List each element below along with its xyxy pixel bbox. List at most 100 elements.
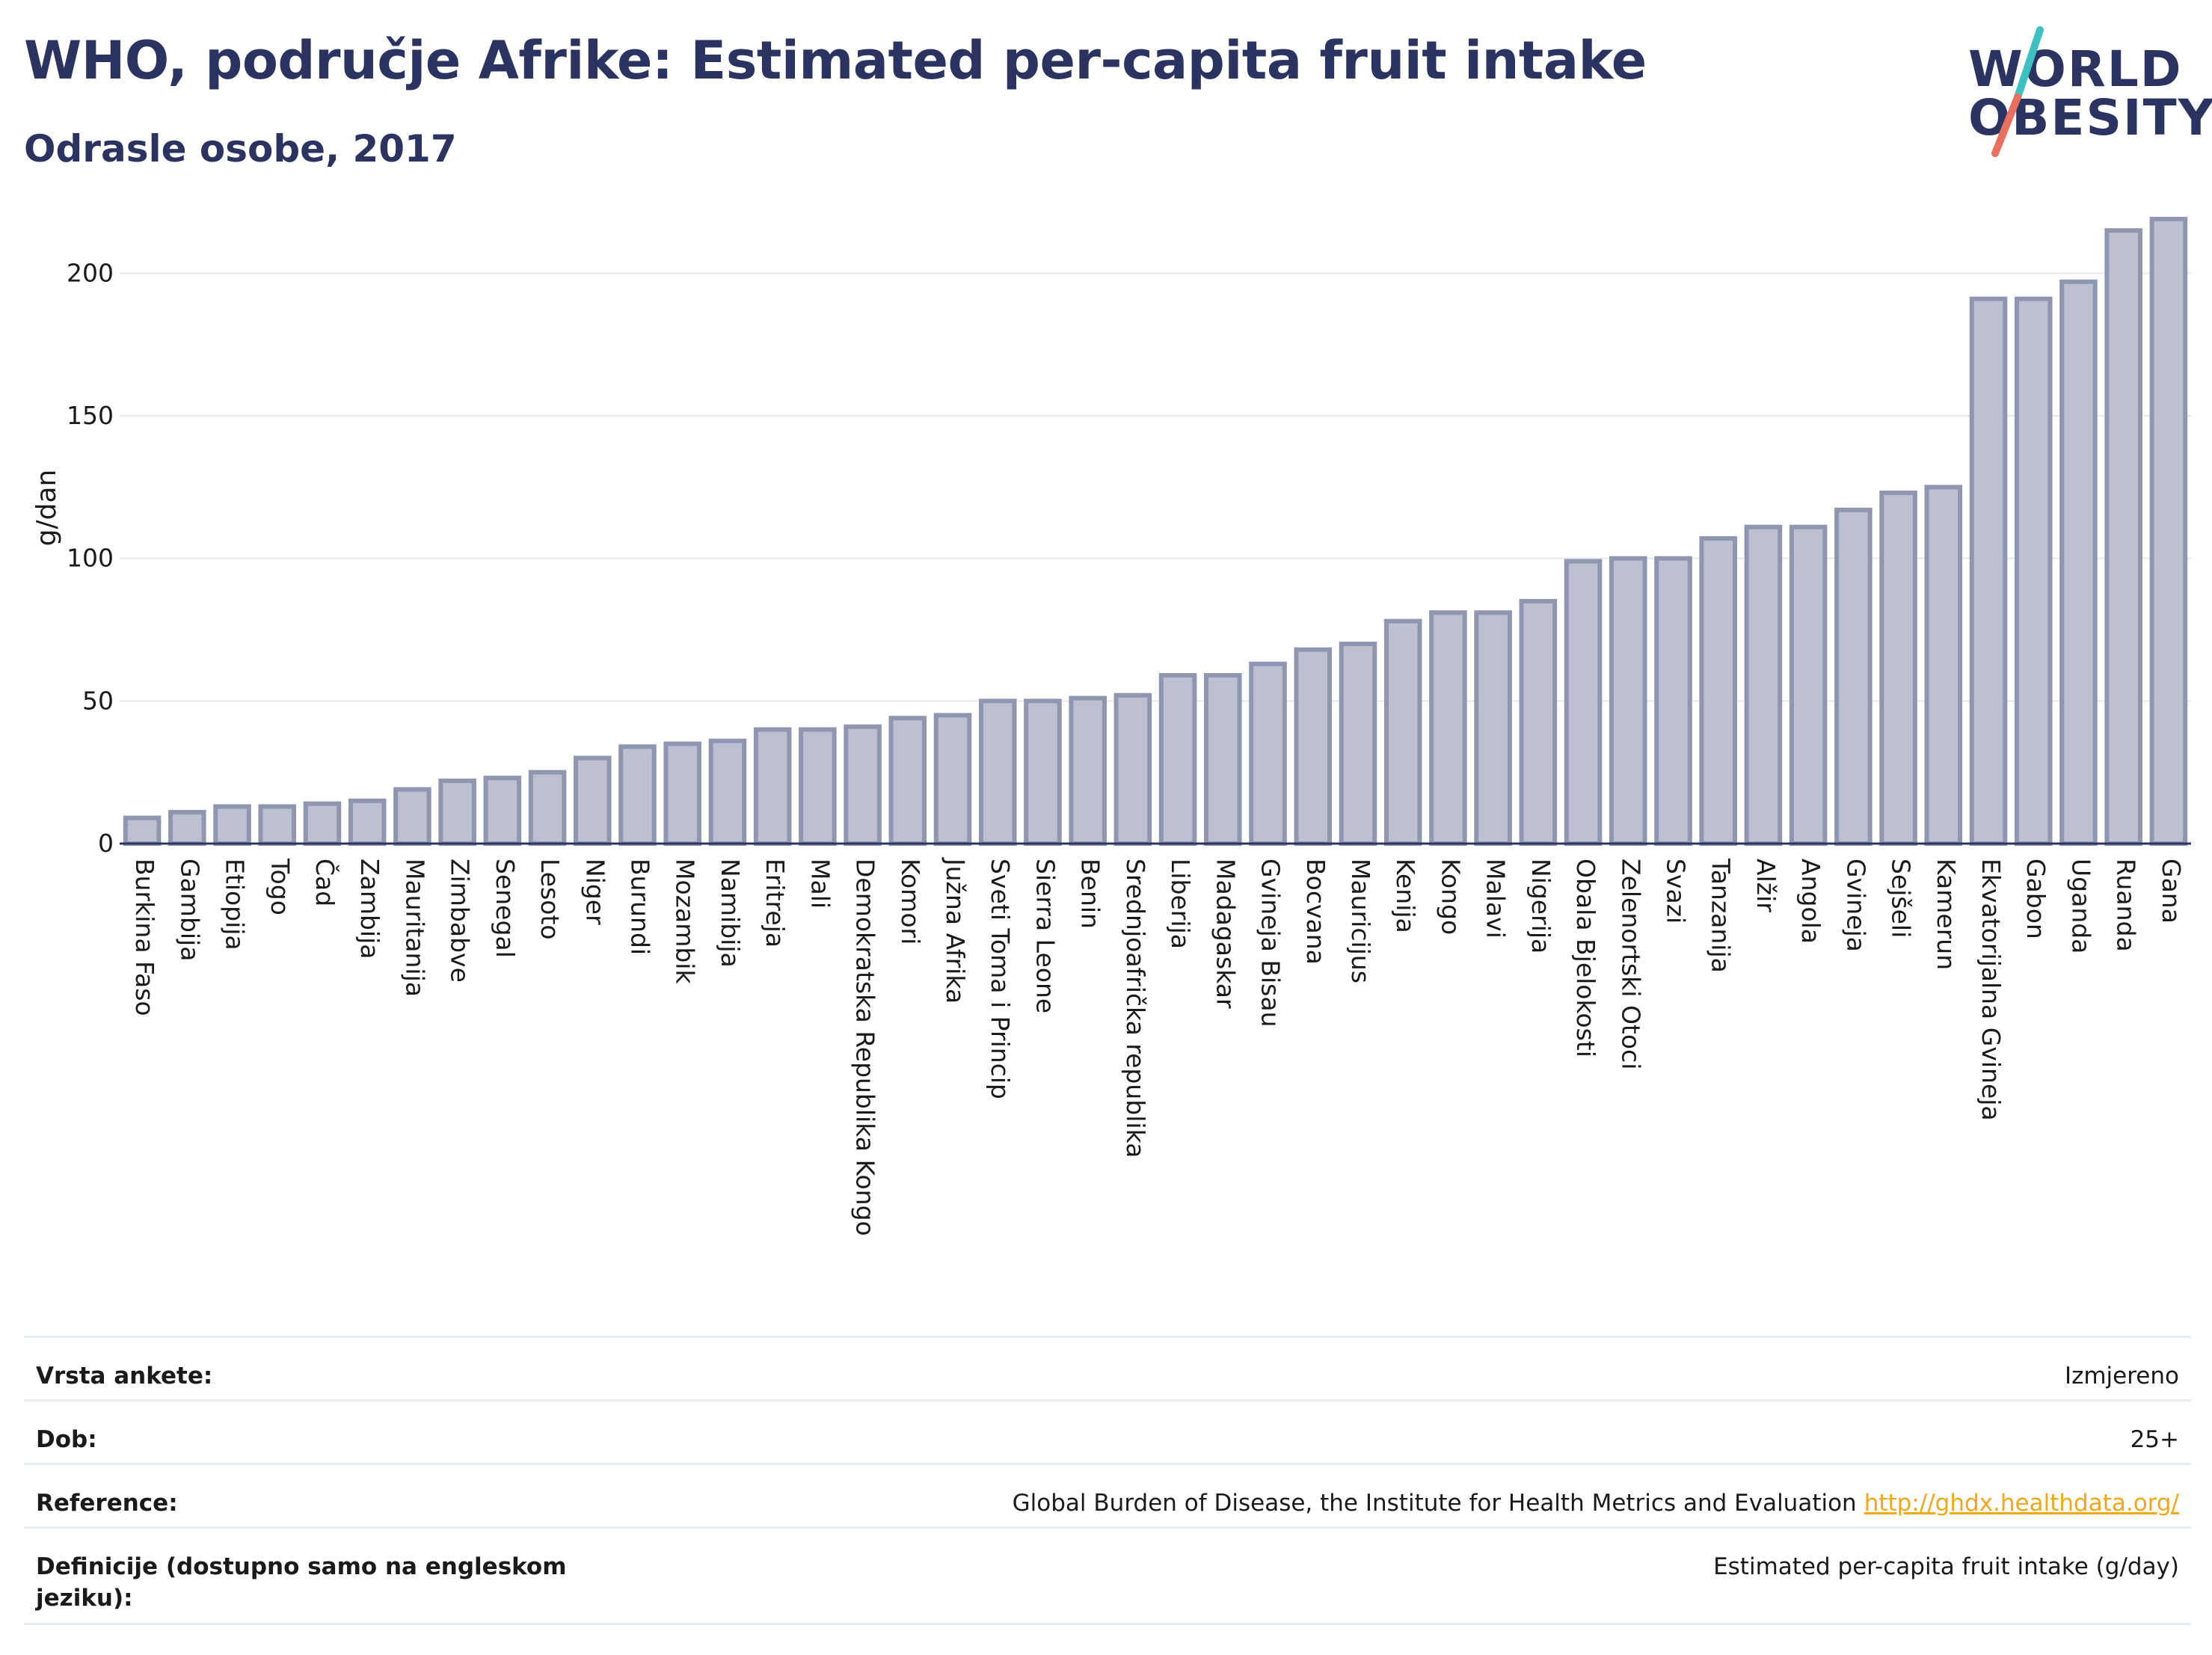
bar[interactable] xyxy=(844,724,882,846)
info-key: Vrsta ankete: xyxy=(36,1363,213,1390)
info-row-survey-type: Vrsta ankete: Izmjereno xyxy=(24,1336,2191,1399)
x-tick-label: Ekvatorijalna Gvineja xyxy=(1976,859,2006,1121)
bar[interactable] xyxy=(933,713,972,847)
x-tick-label: Svazi xyxy=(1662,859,1691,924)
bar[interactable] xyxy=(438,779,476,847)
reference-link[interactable]: http://ghdx.healthdata.org/ xyxy=(1864,1490,2179,1517)
x-tick-label: Zimbabve xyxy=(446,859,475,983)
x-tick-label: Sejšeli xyxy=(1887,859,1916,938)
x-tick-label: Gvineja Bisau xyxy=(1256,859,1285,1028)
y-tick-label: 200 xyxy=(67,258,114,287)
bar[interactable] xyxy=(123,815,162,847)
info-table: Vrsta ankete: Izmjereno Dob: 25+ Referen… xyxy=(24,1336,2191,1625)
info-row-age: Dob: 25+ xyxy=(24,1399,2191,1463)
info-value: Global Burden of Disease, the Institute … xyxy=(1013,1487,2179,1519)
bar[interactable] xyxy=(1024,698,1062,846)
bar[interactable] xyxy=(1339,642,1377,846)
bar[interactable] xyxy=(1474,610,1512,846)
bar[interactable] xyxy=(1249,661,1287,847)
info-value: Izmjereno xyxy=(2064,1363,2179,1390)
bar[interactable] xyxy=(1294,647,1333,847)
bar[interactable] xyxy=(1924,485,1963,846)
x-tick-label: Lesoto xyxy=(535,859,565,940)
info-row-reference: Reference: Global Burden of Disease, the… xyxy=(24,1463,2191,1526)
bar[interactable] xyxy=(2059,279,2098,847)
x-tick-label: Kongo xyxy=(1436,859,1465,935)
x-tick-label: Čad xyxy=(310,859,340,906)
bar[interactable] xyxy=(1383,618,1422,846)
x-tick-label: Zambija xyxy=(355,859,384,959)
x-tick-label: Gabon xyxy=(2021,859,2050,939)
bar[interactable] xyxy=(528,770,567,846)
info-key: Definicije (dostupno samo na engleskom j… xyxy=(36,1553,567,1612)
x-tick-label: Gvineja xyxy=(1841,859,1870,952)
bar[interactable] xyxy=(1879,490,1917,847)
bar[interactable] xyxy=(1654,556,1692,847)
bar[interactable] xyxy=(1158,673,1197,846)
x-tick-label: Mauricijus xyxy=(1346,859,1375,983)
bar[interactable] xyxy=(1113,693,1152,846)
chart-subtitle: Odrasle osobe, 2017 xyxy=(24,127,457,171)
x-tick-label: Malavi xyxy=(1481,859,1511,939)
bar[interactable] xyxy=(978,698,1017,846)
x-tick-label: Mauritanija xyxy=(400,859,429,997)
bar[interactable] xyxy=(303,801,342,846)
x-tick-label: Etiopija xyxy=(221,859,250,951)
bar[interactable] xyxy=(393,787,431,846)
logo-text-world: WORLD xyxy=(1968,40,2183,98)
x-tick-label: Uganda xyxy=(2066,859,2095,954)
chart-title: WHO, područje Afrike: Estimated per-capi… xyxy=(24,30,1647,91)
info-key: Dob: xyxy=(36,1426,97,1453)
bar[interactable] xyxy=(258,804,297,846)
x-tick-label: Niger xyxy=(580,859,609,925)
bar[interactable] xyxy=(1564,559,1603,846)
y-tick-label: 50 xyxy=(82,686,114,715)
x-tick-label: Alžir xyxy=(1751,859,1781,912)
x-tick-label: Sierra Leone xyxy=(1030,859,1060,1013)
bar[interactable] xyxy=(1204,673,1242,846)
x-tick-label: Mali xyxy=(805,859,835,909)
bar[interactable] xyxy=(348,798,387,847)
x-tick-label: Južna Afrika xyxy=(941,857,970,1004)
bar[interactable] xyxy=(483,776,522,846)
bar[interactable] xyxy=(2149,216,2188,846)
bar[interactable] xyxy=(1969,296,2008,846)
x-tick-label: Benin xyxy=(1076,859,1105,929)
x-tick-label: Srednjoafrička republika xyxy=(1121,859,1150,1158)
world-obesity-logo: WORLD OBESITY xyxy=(1952,22,2212,157)
bar[interactable] xyxy=(1609,556,1647,847)
bar[interactable] xyxy=(618,744,657,847)
x-tick-label: Nigerija xyxy=(1526,859,1555,954)
info-key: Reference: xyxy=(36,1490,178,1517)
x-tick-label: Gambija xyxy=(175,859,204,961)
x-tick-label: Kenija xyxy=(1391,859,1420,933)
x-tick-label: Mozambik xyxy=(671,859,700,984)
bar[interactable] xyxy=(708,738,747,846)
x-tick-label: Liberija xyxy=(1166,859,1195,949)
bar[interactable] xyxy=(574,755,612,846)
bar[interactable] xyxy=(663,741,701,846)
bar[interactable] xyxy=(168,810,206,847)
bar[interactable] xyxy=(1699,535,1737,846)
bar[interactable] xyxy=(1519,598,1558,846)
x-tick-label: Gana xyxy=(2157,859,2186,924)
y-tick-label: 0 xyxy=(98,829,114,858)
bar[interactable] xyxy=(1789,524,1828,846)
bar[interactable] xyxy=(1069,696,1107,847)
bar[interactable] xyxy=(753,727,792,847)
bar[interactable] xyxy=(1744,524,1783,846)
bar[interactable] xyxy=(888,716,927,846)
x-tick-label: Burkina Faso xyxy=(130,859,159,1016)
x-tick-label: Kamerun xyxy=(1932,859,1961,970)
x-tick-label: Namibija xyxy=(716,859,745,968)
bar[interactable] xyxy=(213,804,251,846)
x-tick-label: Ruanda xyxy=(2112,859,2141,952)
bar[interactable] xyxy=(2014,296,2053,846)
x-tick-label: Senegal xyxy=(491,859,520,958)
x-tick-label: Obala Bjelokosti xyxy=(1571,859,1600,1057)
y-tick-label: 150 xyxy=(67,401,114,430)
bar[interactable] xyxy=(1429,610,1467,846)
bar[interactable] xyxy=(799,727,837,847)
bar[interactable] xyxy=(2104,228,2142,846)
bar[interactable] xyxy=(1834,507,1872,847)
